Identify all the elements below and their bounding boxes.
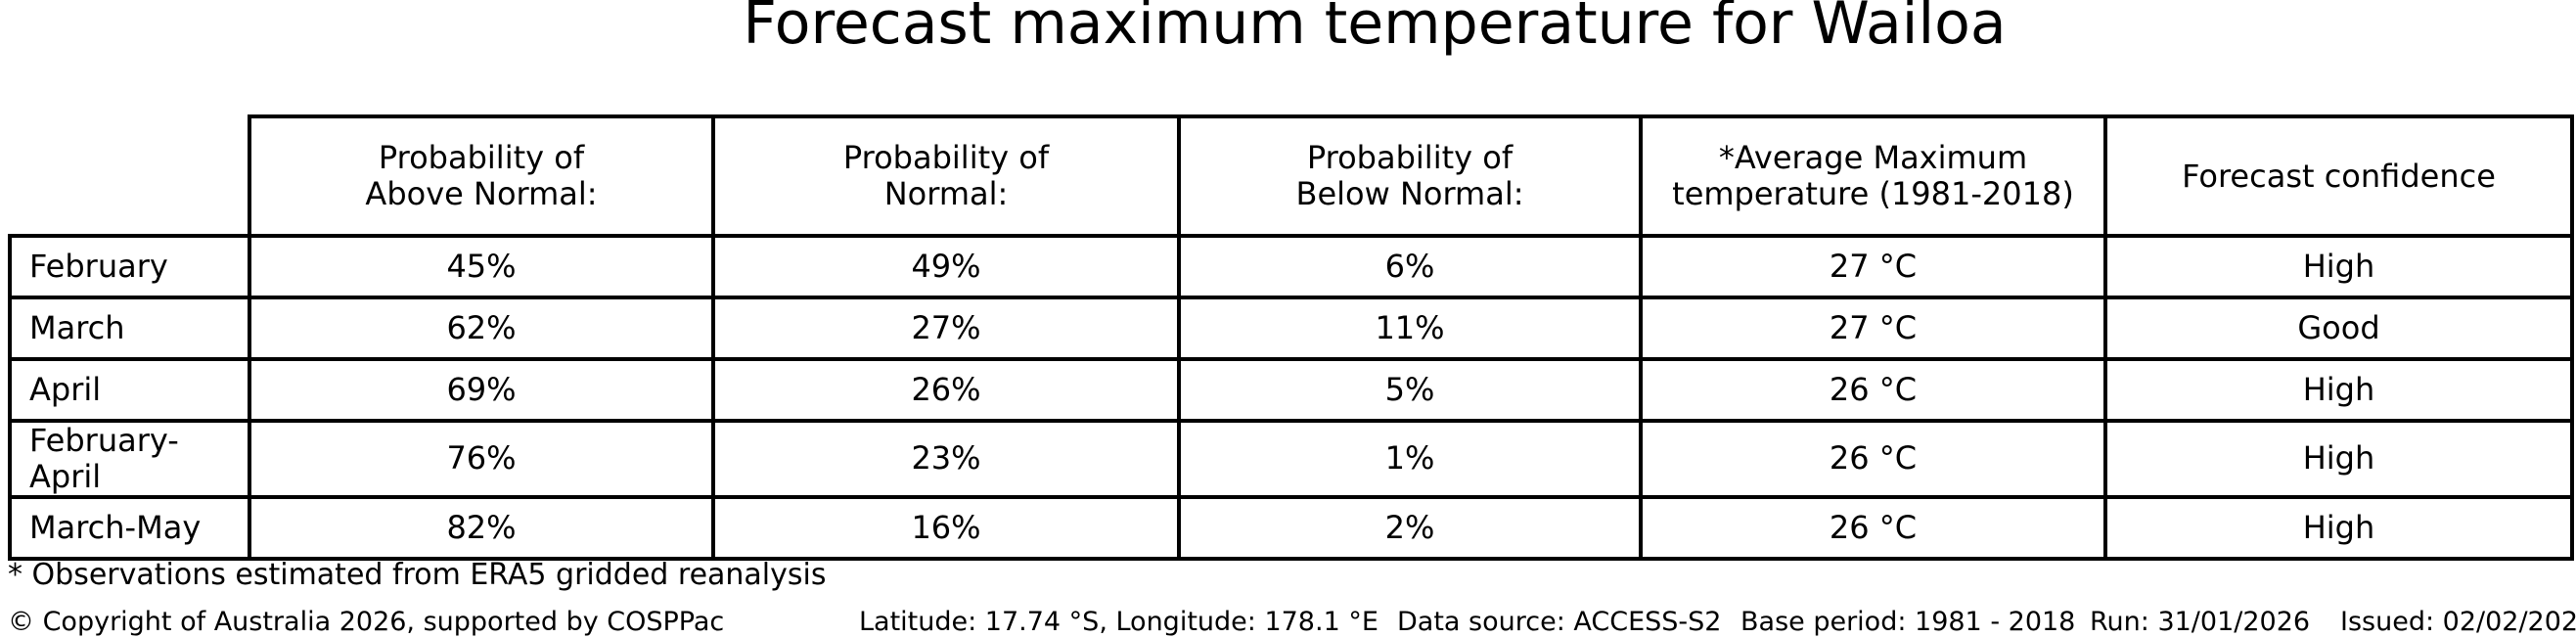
page-title: Forecast maximum temperature for Wailoa [743,0,2007,58]
row-label: April [8,357,251,423]
row-label: March [8,296,251,361]
table-row-april: April 69% 26% 5% 26 °C High [8,357,2574,423]
footnote-text: * Observations estimated from ERA5 gridd… [8,558,827,592]
table-cell: 23% [711,419,1181,499]
table-cell: 27% [711,296,1181,361]
table-cell: 5% [1177,357,1643,423]
base-period-text: Base period: 1981 - 2018 [1740,607,2076,637]
table-cell: 2% [1177,494,1643,561]
row-label: February-April [8,419,251,499]
row-label: March-May [8,494,251,561]
table-cell: 26 °C [1639,357,2107,423]
table-cell: 82% [248,494,715,561]
table-cell: 26 °C [1639,419,2107,499]
table-cell: 27 °C [1639,296,2107,361]
table-row-february: February 45% 49% 6% 27 °C High [8,234,2574,299]
table-cell: High [2103,234,2574,299]
col-header-below-normal: Probability of Below Normal: [1177,114,1643,238]
location-text: Latitude: 17.74 °S, Longitude: 178.1 °E [859,607,1378,637]
table-cell: High [2103,419,2574,499]
table-cell: 69% [248,357,715,423]
table-cell: 6% [1177,234,1643,299]
data-source-text: Data source: ACCESS-S2 [1397,607,1722,637]
col-header-forecast-confidence: Forecast confidence [2103,114,2574,238]
issued-date-text: Issued: 02/02/2026 [2340,607,2576,637]
run-date-text: Run: 31/01/2026 [2090,607,2311,637]
table-cell: Good [2103,296,2574,361]
forecast-table: Probability of Above Normal: Probability… [8,114,2574,561]
table-cell: 16% [711,494,1181,561]
row-label: February [8,234,251,299]
table-cell: 27 °C [1639,234,2107,299]
table-cell: 76% [248,419,715,499]
col-header-above-normal: Probability of Above Normal: [248,114,715,238]
copyright-text: © Copyright of Australia 2026, supported… [8,607,725,637]
table-cell: 26 °C [1639,494,2107,561]
table-cell: 49% [711,234,1181,299]
table-cell: High [2103,494,2574,561]
table-cell: 62% [248,296,715,361]
col-header-normal: Probability of Normal: [711,114,1181,238]
table-cell: 26% [711,357,1181,423]
table-row-february-april: February-April 76% 23% 1% 26 °C High [8,419,2574,499]
table-cell: 45% [248,234,715,299]
table-row-march-may: March-May 82% 16% 2% 26 °C High [8,494,2574,561]
table-cell: High [2103,357,2574,423]
table-header-row: Probability of Above Normal: Probability… [10,114,2574,238]
table-row-march: March 62% 27% 11% 27 °C Good [8,296,2574,361]
table-corner-spacer [10,116,249,236]
table-cell: 1% [1177,419,1643,499]
table-cell: 11% [1177,296,1643,361]
col-header-average-max-temperature: *Average Maximum temperature (1981-2018) [1639,114,2107,238]
